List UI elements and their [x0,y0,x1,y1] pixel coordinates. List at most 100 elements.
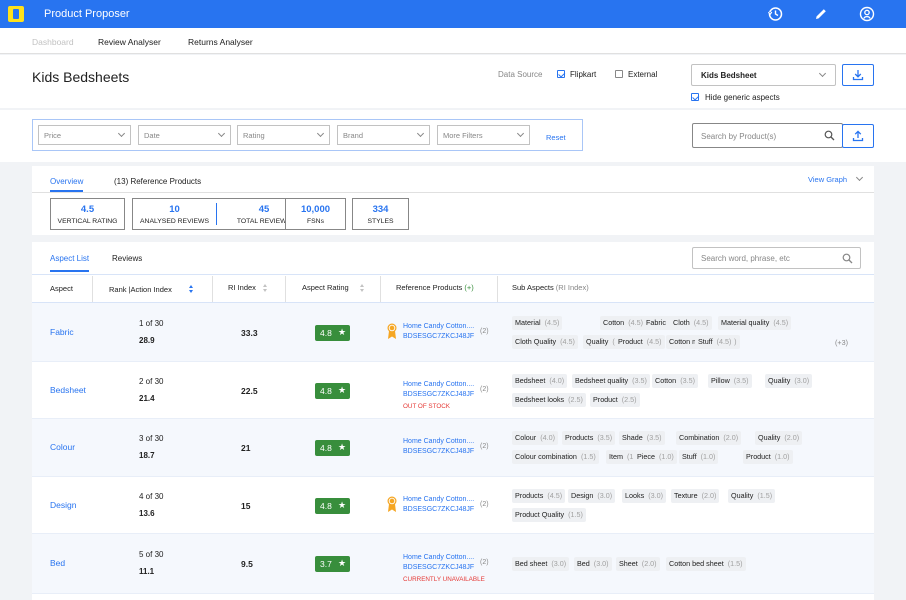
sub-aspect-chip[interactable]: Product (1.0) [743,450,793,464]
reference-product-id[interactable]: BDSESGC7ZKCJ48JF [403,448,475,455]
more-sub-aspects-link[interactable]: (+3) [835,338,848,347]
sub-aspect-chip[interactable]: Product (2.5) [590,393,640,407]
sub-aspect-chip[interactable]: Pillow (3.5) [708,374,752,388]
sub-aspect-chip[interactable]: Product Quality (1.5) [512,508,586,522]
sub-aspect-chip[interactable]: Cloth (4.5) [670,316,712,330]
user-account-icon[interactable] [858,5,876,23]
word-search-input[interactable]: Search word, phrase, etc [692,247,861,269]
product-search-input[interactable]: Search by Product(s) [692,123,843,148]
hide-generic-checkbox[interactable] [691,93,699,101]
sort-icon[interactable] [189,285,194,293]
sub-aspect-chip[interactable]: Combination (2.0) [676,431,742,445]
reference-product-id[interactable]: BDSESGC7ZKCJ48JF [403,564,475,571]
sub-aspect-chip[interactable]: Quality (2.0) [755,431,803,445]
column-header-rank[interactable]: Rank |Action Index [109,285,172,294]
vertical-rating-value: 4.5 [80,204,95,215]
aspect-name-link[interactable]: Fabric [50,327,74,337]
rank-value: 2 of 30 [139,377,164,386]
star-icon: ★ [338,326,347,337]
aspect-rating-value: 3.7 [320,559,332,569]
view-graph-link[interactable]: View Graph [808,175,848,184]
aspect-name-link[interactable]: Bed [50,558,66,568]
aspect-name-link[interactable]: Colour [50,442,76,452]
rank-value: 5 of 30 [139,550,164,559]
sub-aspect-ri: (2.0) [723,433,739,442]
sub-aspect-chip[interactable]: Stuff (1.0) [679,450,719,464]
sub-aspect-chip[interactable]: Bed sheet (3.0) [512,557,570,571]
sub-aspect-chip[interactable]: Looks (3.0) [622,489,666,503]
sub-aspect-name: Fabric [646,318,666,327]
tab-reference-products[interactable]: (13) Reference Products [114,177,202,186]
hide-generic-label: Hide generic aspects [705,93,780,102]
history-icon[interactable] [766,5,784,23]
divider [497,276,498,302]
sub-aspect-chip[interactable]: Material quality (4.5) [718,316,792,330]
sub-aspect-chip[interactable]: Bedsheet quality (3.5) [572,374,650,388]
reference-product-link[interactable]: Home Candy Cotton.... [403,381,475,388]
sort-icon[interactable] [263,284,268,292]
sub-aspect-chip[interactable]: Colour combination (1.5) [512,450,599,464]
vertical-rating-stat: 4.5 VERTICAL RATING [50,198,125,230]
sub-aspect-chip[interactable]: Quality (3.0) [765,374,813,388]
reset-link[interactable]: Reset [546,133,566,142]
search-icon[interactable] [842,253,853,264]
tab-returns-analyser[interactable]: Returns Analyser [188,37,253,47]
chevron-down-icon[interactable] [855,173,864,182]
sub-aspect-chip[interactable]: Products (3.5) [562,431,616,445]
category-select[interactable]: Kids Bedsheet [691,64,836,86]
more-filters[interactable]: More Filters [437,125,530,145]
sort-icon[interactable] [360,284,365,292]
column-header-ri-index[interactable]: RI Index [228,283,256,292]
sub-aspect-chip[interactable]: Products (4.5) [512,489,566,503]
sub-aspect-chip[interactable]: Bedsheet (4.0) [512,374,568,388]
sub-aspect-chip[interactable]: Quality (1.5) [728,489,776,503]
sub-aspect-chip[interactable]: Texture (2.0) [671,489,720,503]
tab-dashboard[interactable]: Dashboard [32,37,74,47]
sub-aspect-chip[interactable]: Piece (1.0) [634,450,677,464]
reference-product-link[interactable]: Home Candy Cotton.... [403,438,475,445]
aspect-name-link[interactable]: Design [50,500,77,510]
sub-aspect-chip[interactable]: Cotton (4.5) [600,316,646,330]
sub-aspect-chip[interactable]: Stuff (4.5) [695,335,735,349]
tab-reviews[interactable]: Reviews [112,254,143,263]
reference-product-id[interactable]: BDSESGC7ZKCJ48JF [403,506,475,513]
sub-aspect-chip[interactable]: Design (3.0) [568,489,616,503]
reference-product-id[interactable]: BDSESGC7ZKCJ48JF [403,391,475,398]
tab-overview[interactable]: Overview [50,177,84,192]
reference-product-link[interactable]: Home Candy Cotton.... [403,496,475,503]
aspect-name-link[interactable]: Bedsheet [50,385,86,395]
sub-aspect-chip[interactable]: Cotton bed sheet (1.5) [666,557,746,571]
sub-aspect-chip[interactable]: Product (4.5) [615,335,665,349]
reference-product-link[interactable]: Home Candy Cotton.... [403,323,475,330]
sub-aspect-name: Bedsheet quality [575,376,629,385]
tab-aspect-list[interactable]: Aspect List [50,254,90,272]
sub-aspect-chip[interactable]: Bedsheet looks (2.5) [512,393,586,407]
upload-button[interactable] [842,124,874,148]
reference-product-link[interactable]: Home Candy Cotton.... [403,554,475,561]
ri-index-value: 9.5 [241,559,253,569]
date-filter[interactable]: Date [138,125,231,145]
brand-filter[interactable]: Brand [337,125,430,145]
external-checkbox[interactable] [615,70,623,78]
reference-products-plus[interactable]: (+) [464,283,474,292]
search-icon[interactable] [824,130,835,141]
download-button[interactable] [842,64,874,86]
edit-icon[interactable] [812,5,830,23]
rating-filter[interactable]: Rating [237,125,330,145]
sub-aspect-chip[interactable]: Colour (4.0) [512,431,558,445]
filter-bar: Price Date Rating Brand More Filters Res… [0,110,906,162]
sub-aspect-chip[interactable]: Bed (3.0) [574,557,612,571]
reference-product-id[interactable]: BDSESGC7ZKCJ48JF [403,333,475,340]
flipkart-checkbox[interactable] [557,70,565,78]
sub-aspect-chip[interactable]: Cotton (3.5) [652,374,698,388]
sub-aspect-ri: (2.0) [784,433,800,442]
column-header-aspect-rating[interactable]: Aspect Rating [302,283,349,292]
sub-aspect-chip[interactable]: Sheet (2.0) [616,557,660,571]
sub-aspect-chip[interactable]: Material (4.5) [512,316,563,330]
tab-review-analyser[interactable]: Review Analyser [98,37,161,47]
sub-aspect-chip[interactable]: Shade (3.5) [619,431,665,445]
sub-aspect-chip[interactable]: Cloth Quality (4.5) [512,335,578,349]
price-filter[interactable]: Price [38,125,131,145]
sub-aspect-ri: (3.0) [794,376,810,385]
divider [216,203,217,225]
